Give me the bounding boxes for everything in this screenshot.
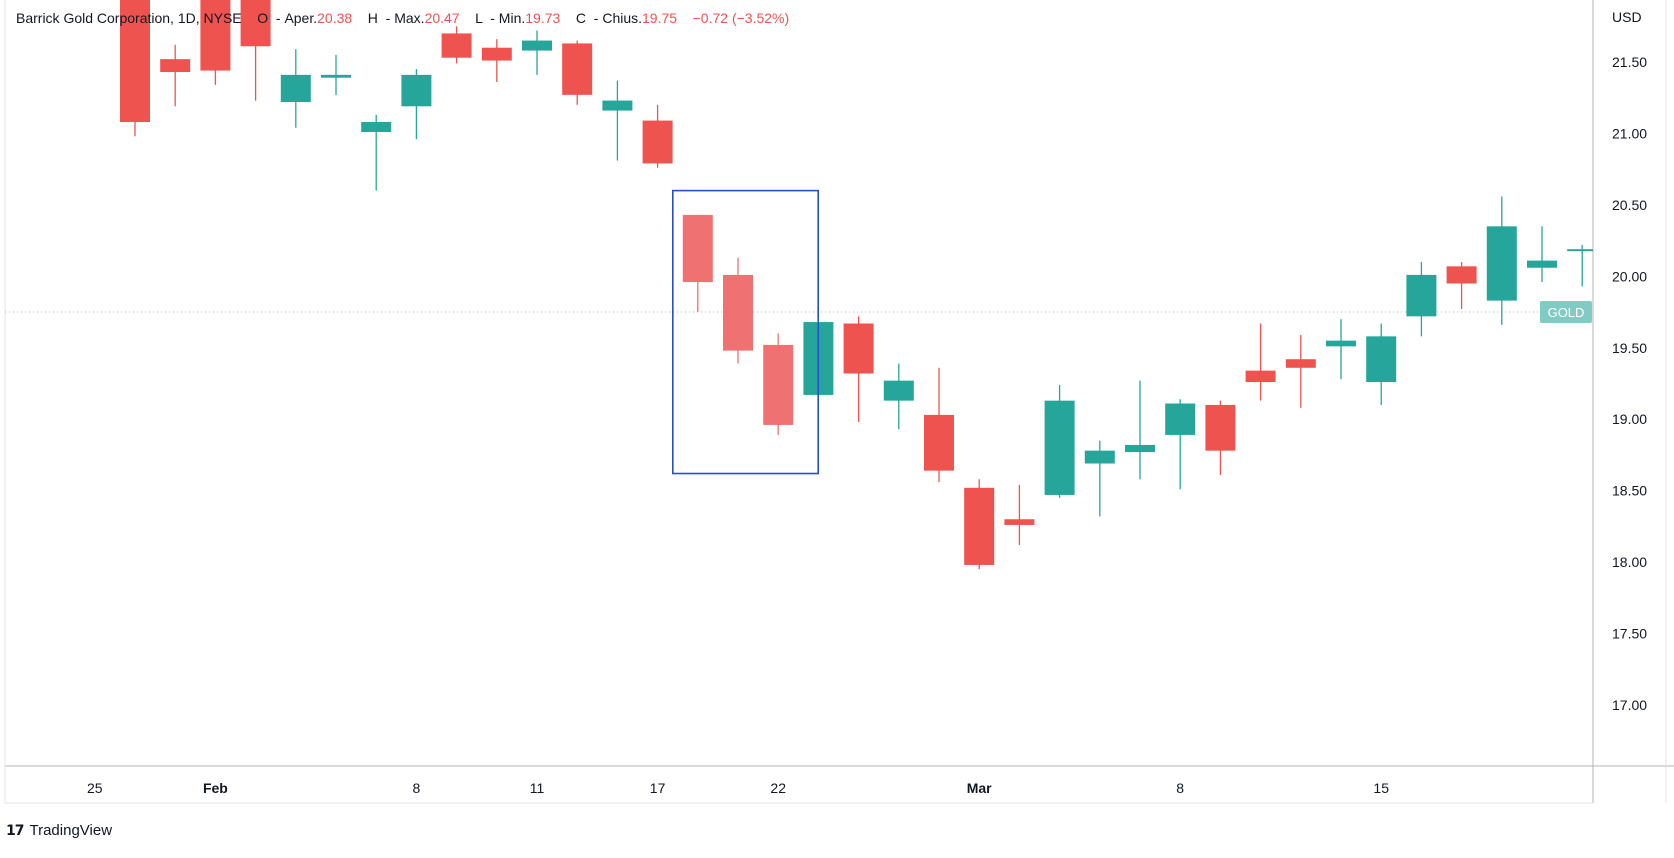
legend-open-label: O (257, 10, 269, 26)
legend-close-value: 19.75 (642, 10, 678, 26)
y-tick-label: 18.50 (1612, 483, 1647, 499)
candle-down[interactable] (200, 0, 231, 71)
y-tick-label: 19.00 (1612, 411, 1647, 427)
currency-label: USD (1612, 9, 1642, 25)
candle-up[interactable] (1527, 260, 1557, 268)
candles-group (120, 0, 1597, 570)
candle-down[interactable] (642, 120, 673, 164)
candle-down[interactable] (723, 274, 753, 351)
x-tick-label: 22 (770, 780, 786, 796)
candle-down[interactable] (763, 344, 794, 425)
candle-down[interactable] (843, 323, 874, 374)
candle-up[interactable] (1165, 403, 1196, 435)
legend-high-value: 20.47 (424, 10, 460, 26)
x-tick-label: 25 (87, 780, 103, 796)
candle-down[interactable] (1285, 359, 1316, 368)
legend-low-value: 19.73 (525, 10, 561, 26)
tradingview-brand[interactable]: 17 TradingView (6, 822, 112, 839)
legend-change: −0.72 (−3.52%) (692, 10, 790, 26)
y-tick-label: 21.00 (1612, 125, 1647, 141)
legend-symbol[interactable]: Barrick Gold Corporation, 1D, NYSE (16, 10, 242, 26)
candle-up[interactable] (361, 122, 392, 133)
legend-open-value: 20.38 (317, 10, 353, 26)
x-tick-label: 11 (530, 780, 545, 796)
legend-low-prefix: Min. (498, 10, 526, 26)
candle-down[interactable] (240, 0, 271, 47)
symbol-legend: Barrick Gold Corporation, 1D, NYSE O - A… (16, 10, 790, 26)
legend-high-label: H (367, 10, 378, 26)
y-tick-label: 18.00 (1612, 554, 1647, 570)
candle-up[interactable] (883, 380, 914, 401)
candle-up[interactable] (602, 100, 633, 111)
legend-close-label: C (575, 10, 586, 26)
candle-down[interactable] (1446, 266, 1477, 284)
candle-down[interactable] (481, 47, 512, 61)
y-tick-label: 19.50 (1612, 340, 1647, 356)
y-tick-label: 17.50 (1612, 626, 1647, 642)
symbol-price-tag-label: GOLD (1548, 305, 1585, 320)
y-tick-label: 20.50 (1612, 197, 1647, 213)
candle-up[interactable] (1567, 249, 1597, 252)
candle-down[interactable] (924, 414, 954, 471)
candle-up[interactable] (1044, 400, 1075, 495)
y-tick-label: 20.00 (1612, 268, 1647, 284)
candle-up[interactable] (1326, 340, 1356, 347)
candle-up[interactable] (522, 40, 552, 51)
y-tick-label: 21.50 (1612, 54, 1647, 70)
symbol-price-tag (1540, 301, 1592, 324)
y-tick-label: 17.00 (1612, 697, 1647, 713)
candle-down[interactable] (682, 214, 713, 283)
candle-up[interactable] (321, 74, 351, 78)
legend-high-prefix: Max. (394, 10, 425, 26)
candle-down[interactable] (1205, 404, 1236, 451)
candle-up[interactable] (401, 74, 432, 107)
candle-down[interactable] (120, 0, 150, 123)
candle-up[interactable] (280, 74, 311, 103)
candle-up[interactable] (1125, 444, 1155, 453)
x-tick-label: 17 (650, 780, 666, 796)
highlight-box[interactable] (671, 189, 819, 475)
x-tick-label: 8 (413, 780, 421, 796)
candle-down[interactable] (964, 487, 995, 565)
legend-low-label: L (475, 10, 483, 26)
legend-close-prefix: Chius. (602, 10, 643, 26)
candle-down[interactable] (1245, 370, 1276, 383)
candle-down[interactable] (441, 33, 472, 58)
x-tick-label: Mar (967, 780, 992, 796)
tradingview-logo-icon: 17 (6, 822, 25, 839)
candle-up[interactable] (1084, 450, 1115, 464)
x-tick-label: 8 (1176, 780, 1184, 796)
candle-up[interactable] (1366, 336, 1397, 383)
candle-up[interactable] (1406, 274, 1437, 317)
legend-open-prefix: Aper. (284, 10, 318, 26)
x-tick-label: 15 (1373, 780, 1389, 796)
candle-down[interactable] (160, 59, 191, 73)
brand-name: TradingView (29, 822, 113, 839)
candle-up[interactable] (1486, 226, 1517, 301)
candle-down[interactable] (1004, 519, 1035, 525)
x-tick-label: Feb (203, 780, 228, 796)
candle-down[interactable] (562, 43, 593, 95)
